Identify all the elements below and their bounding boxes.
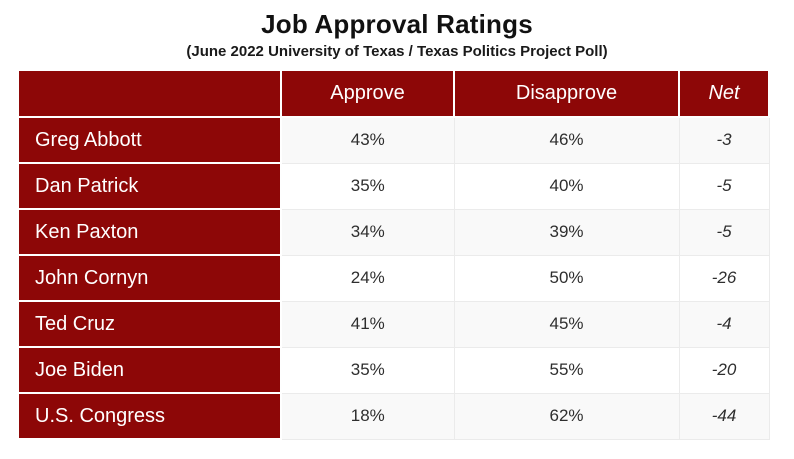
approve-value: 24% [280, 254, 455, 302]
table-row: U.S. Congress 18% 62% -44 [17, 392, 770, 440]
table-row: Dan Patrick 35% 40% -5 [17, 162, 770, 210]
table-row: Greg Abbott 43% 46% -3 [17, 116, 770, 164]
net-value: -20 [678, 346, 770, 394]
net-value: -26 [678, 254, 770, 302]
page-title: Job Approval Ratings [261, 9, 533, 39]
politician-name: Joe Biden [17, 346, 282, 394]
disapprove-value: 45% [453, 300, 680, 348]
net-value: -5 [678, 162, 770, 210]
table-row: Ted Cruz 41% 45% -4 [17, 300, 770, 348]
net-value: -4 [678, 300, 770, 348]
net-value: -44 [678, 392, 770, 440]
table-row: John Cornyn 24% 50% -26 [17, 254, 770, 302]
header-net: Net [678, 69, 770, 118]
approve-value: 34% [280, 208, 455, 256]
approve-value: 35% [280, 346, 455, 394]
politician-name: Greg Abbott [17, 116, 282, 164]
approve-value: 43% [280, 116, 455, 164]
approve-value: 18% [280, 392, 455, 440]
header-empty-cell [17, 69, 282, 118]
header-approve: Approve [280, 69, 455, 118]
table-row: Joe Biden 35% 55% -20 [17, 346, 770, 394]
disapprove-value: 46% [453, 116, 680, 164]
approval-ratings-table: Approve Disapprove Net Greg Abbott 43% 4… [17, 69, 770, 440]
politician-name: John Cornyn [17, 254, 282, 302]
header-disapprove: Disapprove [453, 69, 680, 118]
politician-name: Ken Paxton [17, 208, 282, 256]
net-value: -5 [678, 208, 770, 256]
approve-value: 35% [280, 162, 455, 210]
net-value: -3 [678, 116, 770, 164]
politician-name: U.S. Congress [17, 392, 282, 440]
page-subtitle: (June 2022 University of Texas / Texas P… [186, 43, 608, 60]
politician-name: Dan Patrick [17, 162, 282, 210]
disapprove-value: 55% [453, 346, 680, 394]
disapprove-value: 40% [453, 162, 680, 210]
table-row: Ken Paxton 34% 39% -5 [17, 208, 770, 256]
approve-value: 41% [280, 300, 455, 348]
politician-name: Ted Cruz [17, 300, 282, 348]
disapprove-value: 62% [453, 392, 680, 440]
disapprove-value: 39% [453, 208, 680, 256]
header-row: Approve Disapprove Net [17, 69, 770, 118]
disapprove-value: 50% [453, 254, 680, 302]
